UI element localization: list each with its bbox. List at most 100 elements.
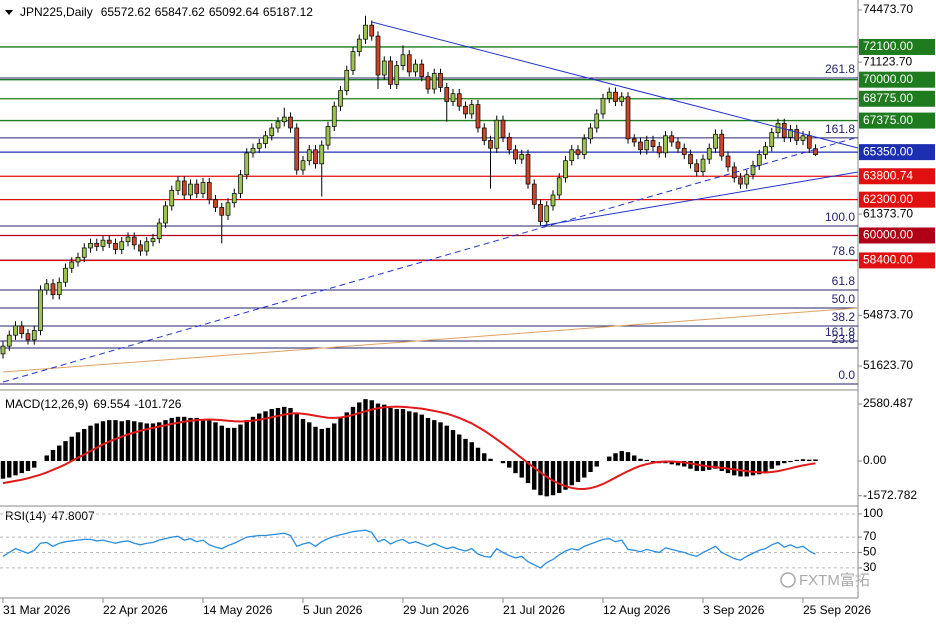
candle-body [719, 133, 725, 157]
macd-bar [238, 424, 243, 461]
fib-label: 78.6 [832, 244, 856, 258]
macd-bar [213, 422, 218, 461]
level-label: 70000.00 [863, 72, 913, 86]
signal-value: -101.726 [134, 397, 182, 411]
macd-bar [432, 420, 437, 461]
macd-bar [688, 460, 693, 469]
fib-label: 100.0 [825, 210, 855, 224]
level-label: 65350.00 [863, 144, 913, 158]
macd-bar [94, 423, 99, 461]
candle-body [219, 207, 225, 216]
candle-body [344, 69, 350, 91]
level-label: 72100.00 [863, 39, 913, 53]
macd-bar [175, 416, 181, 461]
candle-body [44, 283, 50, 291]
macd-bar [632, 455, 637, 461]
candle-body [400, 54, 406, 67]
macd-bar [475, 447, 481, 461]
macd-bar [363, 399, 368, 461]
candle-body [188, 183, 193, 196]
candle-body [256, 143, 262, 149]
candle-body [613, 91, 618, 102]
macd-bar [500, 460, 506, 464]
candle-body [0, 345, 6, 355]
macd-bar [307, 422, 312, 461]
macd-bar [707, 460, 712, 470]
macd-bar [538, 460, 543, 496]
candle-body [469, 104, 475, 115]
macd-bar [7, 460, 12, 478]
x-tick-label: 22 Apr 2026 [103, 603, 168, 617]
macd-bar [650, 460, 656, 463]
y-tick-label: 30 [863, 560, 877, 574]
y-tick-label: 74473.70 [863, 2, 913, 16]
macd-bar [613, 453, 618, 461]
candle-body [475, 104, 481, 129]
macd-bar [50, 449, 56, 461]
candle-body [144, 241, 150, 252]
candle-body [531, 183, 537, 205]
rsi-line [2, 529, 816, 569]
macd-bar [13, 460, 18, 476]
candle-body [75, 256, 81, 263]
candle-body [100, 239, 106, 247]
candle-body [600, 98, 606, 115]
fib-label: 0.0 [838, 368, 855, 382]
level-label: 62300.00 [863, 192, 913, 206]
level-label: 63800.74 [863, 168, 913, 182]
macd-bar [32, 460, 37, 468]
candle-body [181, 180, 187, 196]
candle-body [563, 160, 568, 179]
macd-bar [382, 404, 387, 461]
symbol: JPN225,Daily [20, 5, 93, 19]
y-tick-label: 50 [863, 545, 877, 559]
candle-body [300, 160, 306, 171]
candle-body [263, 135, 268, 144]
candle-body [406, 54, 412, 73]
x-tick-label: 25 Sep 2026 [803, 603, 871, 617]
candle-body [275, 121, 281, 129]
macd-bar [388, 407, 393, 461]
macd-bar [119, 421, 124, 461]
candle-body [669, 135, 675, 143]
macd-bar [69, 436, 74, 461]
fib-label: 61.8 [832, 274, 856, 288]
macd-bar [125, 420, 131, 461]
candle-body [481, 127, 487, 141]
macd-bar [0, 460, 6, 479]
macd-bar [144, 423, 149, 461]
macd-bar [100, 421, 106, 461]
macd-bar [713, 460, 718, 469]
y-tick-label: 0.00 [863, 453, 887, 467]
macd-bar [513, 460, 518, 474]
candle-body [806, 135, 812, 149]
candle-body [106, 239, 112, 244]
level-box [859, 90, 935, 107]
candle-body [756, 154, 762, 166]
candle-body [175, 180, 181, 191]
candle-body [750, 165, 756, 176]
macd-bar [319, 428, 324, 461]
macd-bar [63, 441, 68, 461]
macd-bar [438, 422, 443, 461]
macd-bar [169, 417, 174, 461]
candle-body [313, 149, 318, 165]
candle-body [419, 63, 425, 77]
candle-body [156, 222, 162, 239]
macd-bar [782, 460, 787, 464]
candle-body [425, 76, 431, 90]
candle-body [200, 182, 206, 194]
level-box [859, 71, 935, 88]
macd-bar [732, 460, 737, 476]
candle-body [581, 138, 587, 155]
macd-bar [644, 459, 649, 461]
x-tick-label: 5 Jun 2026 [303, 603, 363, 617]
macd-bar [263, 411, 268, 461]
x-tick-label: 12 Aug 2026 [603, 603, 671, 617]
macd-bar [150, 423, 156, 461]
macd-bar [19, 460, 24, 474]
high-value: 65847.62 [155, 5, 205, 19]
candle-body [588, 127, 593, 140]
candle-body [281, 116, 287, 123]
macd-bar [375, 403, 381, 461]
